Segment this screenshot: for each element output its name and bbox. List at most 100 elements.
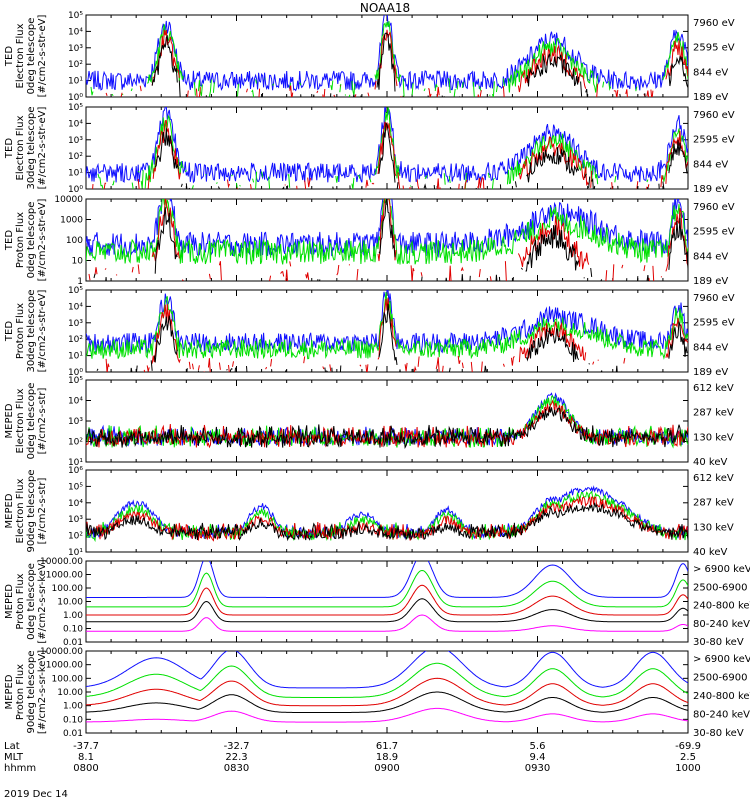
- x-tick-label-mlt: 18.9: [376, 752, 398, 763]
- y-axis-label: TED Proton Flux 0deg telescope [#/cm2-s-str…: [4, 199, 48, 282]
- y-tick-label: 0.01: [63, 729, 83, 739]
- series-line: [86, 691, 688, 713]
- data-series: [86, 485, 688, 543]
- panel-2: 10⁰ 10¹ 10² 10³ 10⁴ 10⁵ TED Electron Flux 30deg …: [4, 103, 735, 195]
- x-tick-label-time: 0900: [374, 763, 399, 774]
- y-label-line: TED: [4, 46, 15, 67]
- panel-7: 0.010.101.0010.00100.001000.0010000.00ME…: [4, 557, 750, 648]
- date-label: 2019 Dec 14: [4, 789, 68, 800]
- y-tick-label: 10²: [68, 335, 83, 345]
- y-tick-label: 10000.00: [40, 647, 83, 657]
- y-label-line: 30deg telescope: [26, 106, 37, 189]
- series-line: [86, 584, 688, 616]
- legend-entry: 2500-6900: [693, 673, 748, 684]
- series-line: [88, 199, 688, 281]
- y-label-line: MEPED: [4, 493, 15, 528]
- y-tick-label: 10⁴: [68, 499, 83, 509]
- series-line: [100, 32, 688, 97]
- y-tick-label: 1000.00: [46, 571, 83, 581]
- y-tick-label: 0.10: [63, 625, 83, 635]
- y-label-line: Proton Flux: [15, 303, 26, 359]
- series-line: [97, 107, 688, 189]
- data-series: [86, 651, 688, 723]
- series-line: [86, 707, 688, 723]
- y-tick-label: 10: [72, 257, 84, 267]
- legend-entry: 189 eV: [693, 276, 728, 287]
- y-tick-label: 10⁵: [68, 376, 83, 386]
- legend-entry: 30-80 keV: [693, 728, 744, 739]
- y-tick-label: 10000: [54, 195, 83, 205]
- y-tick-label: 10⁶: [68, 466, 83, 476]
- data-series: [86, 107, 688, 189]
- y-label-line: [#/cm2-s-str]: [37, 387, 48, 454]
- legend-entry: 2595 eV: [693, 318, 735, 329]
- y-tick-label: 10¹: [68, 169, 83, 179]
- legend-entry: 844 eV: [693, 67, 728, 78]
- legend-entry: 7960 eV: [693, 202, 735, 213]
- series-line: [86, 199, 688, 258]
- panel-6: 10¹ 10² 10³ 10⁴ 10⁵ 10⁶ MEPED Electron Flux 90de…: [4, 466, 734, 558]
- y-tick-label: 10²: [68, 438, 83, 448]
- series-line: [86, 614, 688, 632]
- legend-entry: 612 keV: [693, 383, 734, 394]
- y-tick-label: 10⁴: [68, 119, 83, 129]
- legend-entry: 189 eV: [693, 184, 728, 195]
- y-tick-label: 0.01: [63, 638, 83, 648]
- legend-entry: 287 keV: [693, 408, 734, 419]
- legend-entry: > 6900 keV: [693, 654, 750, 665]
- y-tick-label: 10⁵: [68, 482, 83, 492]
- x-tick-label-lat: 61.7: [376, 741, 398, 752]
- y-tick-label: 1000: [60, 216, 83, 226]
- y-axis-label: MEPED Proton Flux 90deg telescope [#/cm2-s-…: [4, 650, 48, 734]
- x-tick-label-lat: -37.7: [73, 741, 99, 752]
- legend-entry: 2595 eV: [693, 43, 735, 54]
- legend-entry: 7960 eV: [693, 293, 735, 304]
- panel-frame: [85, 560, 689, 643]
- data-series: [86, 15, 688, 97]
- y-tick-label: 10³: [68, 319, 83, 329]
- y-label-line: TED: [4, 230, 15, 251]
- y-label-line: 30deg telescope: [26, 289, 37, 372]
- y-label-line: MEPED: [4, 584, 15, 619]
- y-label-line: Proton Flux: [15, 664, 26, 720]
- legend-entry: 240-800 keV: [693, 691, 750, 702]
- series-line: [90, 21, 688, 97]
- y-axis-label: TED Electron Flux 30deg telescope [#/cm2-s-…: [4, 106, 48, 189]
- y-tick-label: 100: [66, 236, 83, 246]
- y-tick-label: 10⁴: [68, 302, 83, 312]
- series-line: [105, 29, 688, 97]
- legend-entry: 80-240 keV: [693, 619, 750, 630]
- x-tick-label-mlt: 8.1: [78, 752, 94, 763]
- y-label-line: 0deg telescope: [26, 563, 37, 640]
- y-label-line: TED: [4, 321, 15, 342]
- y-tick-label: 10²: [68, 152, 83, 162]
- y-tick-label: 10⁴: [68, 27, 83, 37]
- y-tick-label: 10³: [68, 136, 83, 146]
- y-tick-label: 0.10: [63, 715, 83, 725]
- legend-entry: 844 eV: [693, 342, 728, 353]
- y-tick-label: 1.00: [63, 611, 83, 621]
- y-axis-label: MEPED Electron Flux 90deg telescope [#/cm2-…: [4, 469, 48, 552]
- y-tick-label: 10⁵: [68, 286, 83, 296]
- legend-entry: 40 keV: [693, 547, 727, 558]
- x-tick-label-lat: -32.7: [224, 741, 250, 752]
- y-label-line: 0deg telescope: [26, 202, 37, 279]
- y-axis-label: MEPED Proton Flux 0deg telescope [#/cm2-s-s…: [4, 559, 48, 643]
- legend-entry: 2595 eV: [693, 227, 735, 238]
- y-label-line: Proton Flux: [15, 212, 26, 268]
- x-axis: LatMLThhmm-37.78.10800-32.722.3083061.71…: [4, 741, 701, 774]
- y-label-line: [#/cm2-s-sr-keV]: [37, 559, 48, 643]
- x-tick-label-mlt: 22.3: [225, 752, 247, 763]
- data-series: [86, 199, 688, 281]
- y-tick-label: 10⁵: [68, 103, 83, 113]
- y-tick-label: 10¹: [68, 458, 83, 468]
- series-line: [86, 490, 688, 543]
- legend-entry: 7960 eV: [693, 110, 735, 121]
- y-label-line: 0deg telescope: [26, 18, 37, 95]
- series-line: [93, 199, 688, 281]
- y-tick-label: 10²: [68, 532, 83, 542]
- y-label-line: [#/cm2-s-str-eV]: [37, 107, 48, 190]
- chart-title: NOAA18: [360, 1, 410, 15]
- y-tick-label: 100.00: [52, 674, 84, 684]
- y-label-line: [#/cm2-s-str-eV]: [37, 199, 48, 282]
